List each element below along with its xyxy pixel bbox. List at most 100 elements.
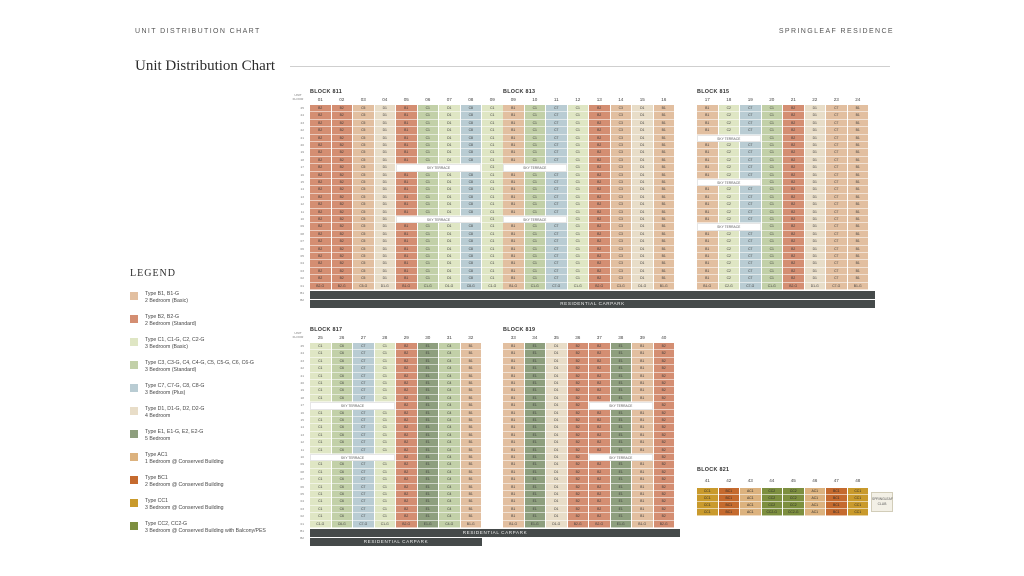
floor-label: 09 xyxy=(300,224,304,229)
unit-cell: E1 xyxy=(610,461,631,469)
unit-cell: B1 xyxy=(697,186,718,194)
unit-cell: CC1 xyxy=(697,502,718,509)
unit-cell: E1 xyxy=(417,357,438,366)
unit-cell: D1 xyxy=(439,223,460,231)
unit-column-number: 15 xyxy=(639,97,645,102)
unit-cell: D1 xyxy=(546,461,567,469)
unit-cell: B2 xyxy=(396,446,417,454)
unit-column-number: 47 xyxy=(833,478,839,483)
unit-cell: B1-G xyxy=(503,520,524,528)
unit-cell: C1 xyxy=(761,112,782,120)
unit-cell: C1 xyxy=(310,357,331,366)
unit-cell: E1 xyxy=(610,387,631,395)
unit-cell: C7 xyxy=(353,357,374,366)
unit-cell: C2 xyxy=(718,253,739,261)
unit-cell: E1 xyxy=(610,409,631,417)
unit-cell: B2-G xyxy=(396,520,417,528)
unit-cell: C1 xyxy=(417,193,438,202)
unit-cell: C1-G xyxy=(567,282,588,290)
legend-text: Type B1, B1-G 2 Bedroom (Basic) xyxy=(145,291,188,304)
floor-label: 03 xyxy=(300,268,304,273)
legend-swatch xyxy=(130,522,138,530)
unit-cell: B1 xyxy=(396,230,417,239)
unit-cell: C4 xyxy=(439,439,460,447)
header-right: SPRINGLEAF RESIDENCE xyxy=(778,28,894,35)
unit-cell: B2 xyxy=(653,446,674,454)
unit-cell: C1 xyxy=(417,186,438,194)
unit-cell: B1 xyxy=(697,105,718,113)
unit-cell: B1 xyxy=(847,119,868,128)
unit-cell: C7 xyxy=(740,127,761,135)
unit-cell: B2 xyxy=(331,112,352,120)
unit-cell: D1 xyxy=(804,156,825,165)
unit-cell: D1 xyxy=(804,245,825,253)
unit-cell: E1 xyxy=(417,380,438,388)
carpark-bar: RESIDENTIAL CARPARK xyxy=(310,300,875,308)
unit-cell: E1 xyxy=(524,343,545,351)
unit-cell: C7 xyxy=(826,267,847,276)
unit-column-number: 25 xyxy=(317,335,323,340)
unit-cell: C1 xyxy=(524,134,545,142)
unit-cell: C1 xyxy=(482,164,503,172)
unit-cell: C1 xyxy=(482,119,503,128)
legend-text: Type C1, C1-G, C2, C2-G 3 Bedroom (Basic) xyxy=(145,337,204,350)
unit-cell: C1 xyxy=(310,439,331,447)
unit-cell: C8 xyxy=(460,201,481,209)
unit-cell: B2 xyxy=(653,505,674,514)
floor-label: 04 xyxy=(300,499,304,504)
unit-cell: B2 xyxy=(783,253,804,261)
unit-cell: BC1 xyxy=(826,488,847,495)
unit-cell: C1 xyxy=(567,105,588,113)
unit-cell: D1-G xyxy=(632,282,653,290)
unit-cell: B2 xyxy=(653,468,674,477)
legend-desc: 2 Bedroom (Basic) xyxy=(145,297,188,304)
unit-cell: B1-G xyxy=(460,520,481,528)
unit-cell: B1 xyxy=(632,491,653,499)
unit-cell: C3 xyxy=(610,105,631,113)
unit-cell: B2-G xyxy=(331,282,352,290)
unit-cell: D1 xyxy=(804,171,825,179)
unit-cell: B2 xyxy=(589,476,610,484)
unit-cell: C1 xyxy=(482,223,503,231)
unit-cell: D1 xyxy=(439,193,460,202)
unit-cell: C3 xyxy=(610,223,631,231)
unit-cell: AC1 xyxy=(740,488,761,495)
unit-cell: C7 xyxy=(353,476,374,484)
unit-cell: C1 xyxy=(417,179,438,187)
unit-cell: B2 xyxy=(310,245,331,253)
unit-cell: B1 xyxy=(503,275,524,283)
unit-cell: C1 xyxy=(567,186,588,194)
floor-label: 08 xyxy=(300,231,304,236)
unit-column-number: 37 xyxy=(596,335,602,340)
unit-cell: B2 xyxy=(396,468,417,477)
unit-cell: C7 xyxy=(826,245,847,253)
unit-cell: B2 xyxy=(331,134,352,142)
unit-cell: E1 xyxy=(417,476,438,484)
unit-column-number: 05 xyxy=(403,97,409,102)
legend-desc: 2 Bedroom (Standard) xyxy=(145,320,197,327)
unit-cell: B1 xyxy=(697,119,718,128)
unit-cell: C1-G xyxy=(417,282,438,290)
unit-cell: C7 xyxy=(353,446,374,454)
floor-label: 14 xyxy=(300,187,304,192)
unit-cell: C1 xyxy=(524,201,545,209)
unit-cell: C7 xyxy=(740,164,761,172)
unit-cell: D1 xyxy=(546,498,567,506)
unit-cell: C1 xyxy=(417,238,438,246)
unit-cell: D1 xyxy=(546,468,567,477)
unit-cell: C4 xyxy=(439,417,460,425)
legend-type: Type CC2, CC2-G xyxy=(145,521,188,527)
unit-cell: E1 xyxy=(417,505,438,514)
unit-cell: B2 xyxy=(567,461,588,469)
unit-cell: C6 xyxy=(331,365,352,373)
unit-cell: C3 xyxy=(610,164,631,172)
unit-column-number: 18 xyxy=(726,97,732,102)
unit-cell: B1 xyxy=(632,446,653,454)
unit-cell: CC2 xyxy=(783,488,804,495)
unit-cell: C7 xyxy=(546,156,567,165)
unit-cell: B2 xyxy=(783,149,804,157)
unit-cell: C7 xyxy=(546,142,567,150)
unit-cell: C1 xyxy=(310,483,331,491)
unit-cell: C8 xyxy=(460,142,481,150)
unit-cell: D1 xyxy=(632,119,653,128)
